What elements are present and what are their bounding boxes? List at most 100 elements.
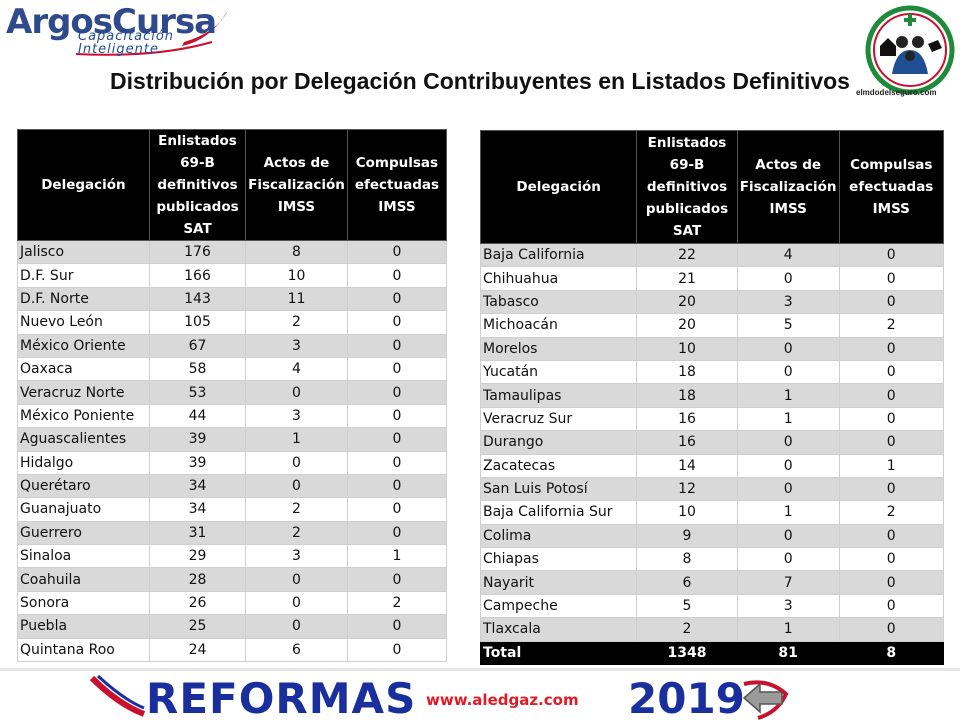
cell-actos: 11 <box>245 286 348 312</box>
table-row: D.F. Sur 166 10 0 <box>17 263 448 288</box>
cell-compulsas: 1 <box>838 453 945 478</box>
cell-enlistados: 25 <box>148 614 247 639</box>
table-row: Tlaxcala 2 1 0 <box>479 617 945 642</box>
header-compulsas: Compulsas efectuadas IMSS <box>346 129 448 241</box>
cell-enlistados: 10 <box>636 336 738 361</box>
cell-actos: 3 <box>245 333 348 358</box>
table-row: Zacatecas 14 0 1 <box>479 453 945 478</box>
header-actos: Actos de Fiscalización IMSS <box>245 129 348 241</box>
table-row: Chihuahua 21 0 0 <box>479 266 945 291</box>
cell-actos: 0 <box>736 336 840 361</box>
footer-swoosh-icon <box>89 674 146 717</box>
cell-enlistados: 10 <box>636 500 738 525</box>
cell-enlistados: 18 <box>636 359 738 385</box>
cell-enlistados: 20 <box>636 289 738 315</box>
table-row: México Poniente 44 3 0 <box>17 403 448 429</box>
logo-tagline-1: Capacitación <box>78 29 175 44</box>
cell-compulsas: 0 <box>346 310 448 335</box>
cell-actos: 0 <box>736 453 840 478</box>
table-row: Sonora 26 0 2 <box>17 590 448 616</box>
cell-actos: 1 <box>736 383 840 408</box>
cell-compulsas: 0 <box>838 383 945 408</box>
cell-actos: 1 <box>245 427 348 452</box>
cell-delegacion: D.F. Sur <box>17 263 150 288</box>
cell-compulsas: 0 <box>346 567 448 592</box>
cell-delegacion: Baja California <box>479 242 638 268</box>
cell-compulsas: 0 <box>346 637 448 663</box>
total-label: Total <box>479 640 638 666</box>
cell-enlistados: 21 <box>636 266 738 291</box>
cell-actos: 0 <box>736 476 840 502</box>
cell-actos: 3 <box>736 593 840 619</box>
cell-delegacion: Querétaro <box>17 473 150 499</box>
cell-actos: 0 <box>736 523 840 549</box>
table-row: Coahuila 28 0 0 <box>17 567 448 592</box>
cell-compulsas: 0 <box>838 476 945 502</box>
cell-actos: 0 <box>736 359 840 385</box>
table-row: Colima 9 0 0 <box>479 523 945 549</box>
cell-enlistados: 166 <box>148 263 247 288</box>
cell-enlistados: 143 <box>148 286 247 312</box>
back-arrow-button[interactable] <box>738 676 790 720</box>
table-row: Chiapas 8 0 0 <box>479 547 945 572</box>
table-row: Yucatán 18 0 0 <box>479 359 945 385</box>
cell-actos: 0 <box>736 547 840 572</box>
cell-actos: 6 <box>245 637 348 663</box>
header-delegacion: Delegación <box>479 130 638 244</box>
cell-actos: 4 <box>245 356 348 382</box>
cell-delegacion: Chihuahua <box>479 266 638 291</box>
cell-delegacion: Guerrero <box>17 520 150 546</box>
table-row: Guerrero 31 2 0 <box>17 520 448 546</box>
cell-delegacion: Puebla <box>17 614 150 639</box>
logo-wordmark: ArgosCursa <box>6 2 217 42</box>
cell-actos: 10 <box>245 263 348 288</box>
cell-actos: 0 <box>245 590 348 616</box>
total-enlistados: 1348 <box>636 640 738 666</box>
cell-delegacion: Colima <box>479 523 638 549</box>
cell-compulsas: 0 <box>838 617 945 642</box>
corner-logo-caption: elmdodelseguro.com <box>856 88 937 97</box>
cell-enlistados: 26 <box>148 590 247 616</box>
family-shield-logo-icon <box>865 5 955 95</box>
cell-delegacion: México Poniente <box>17 403 150 429</box>
cell-compulsas: 0 <box>346 380 448 405</box>
cell-enlistados: 5 <box>636 593 738 619</box>
cell-actos: 5 <box>736 313 840 338</box>
cell-delegacion: Morelos <box>479 336 638 361</box>
footer-website-link[interactable]: www.aledgaz.com <box>426 691 579 709</box>
cell-enlistados: 12 <box>636 476 738 502</box>
cell-delegacion: Chiapas <box>479 547 638 572</box>
cell-actos: 0 <box>736 430 840 455</box>
cell-delegacion: Oaxaca <box>17 356 150 382</box>
cell-enlistados: 39 <box>148 450 247 475</box>
cell-compulsas: 0 <box>838 547 945 572</box>
table-row: Veracruz Norte 53 0 0 <box>17 380 448 405</box>
cell-actos: 7 <box>736 570 840 595</box>
cell-actos: 1 <box>736 617 840 642</box>
cell-enlistados: 20 <box>636 313 738 338</box>
cell-compulsas: 2 <box>838 313 945 338</box>
cell-delegacion: Zacatecas <box>479 453 638 478</box>
cell-delegacion: Sinaloa <box>17 544 150 569</box>
table-row: Sinaloa 29 3 1 <box>17 544 448 569</box>
cell-enlistados: 24 <box>148 637 247 663</box>
cell-enlistados: 29 <box>148 544 247 569</box>
table-row: Nayarit 6 7 0 <box>479 570 945 595</box>
cell-enlistados: 16 <box>636 406 738 432</box>
left-delegations-table: Delegación Enlistados 69-B definitivos p… <box>17 129 448 663</box>
table-row: Nuevo León 105 2 0 <box>17 310 448 335</box>
cell-actos: 0 <box>245 473 348 499</box>
cell-compulsas: 0 <box>838 523 945 549</box>
cell-enlistados: 176 <box>148 239 247 265</box>
cell-delegacion: Yucatán <box>479 359 638 385</box>
cell-actos: 1 <box>736 500 840 525</box>
total-compulsas: 8 <box>838 640 945 666</box>
table-row: Durango 16 0 0 <box>479 430 945 455</box>
cell-actos: 2 <box>245 497 348 522</box>
cell-delegacion: San Luis Potosí <box>479 476 638 502</box>
cell-delegacion: Aguascalientes <box>17 427 150 452</box>
table-row: Baja California 22 4 0 <box>479 242 945 268</box>
cell-compulsas: 0 <box>346 497 448 522</box>
table-row: Oaxaca 58 4 0 <box>17 356 448 382</box>
page-title: Distribución por Delegación Contribuyent… <box>110 68 850 94</box>
